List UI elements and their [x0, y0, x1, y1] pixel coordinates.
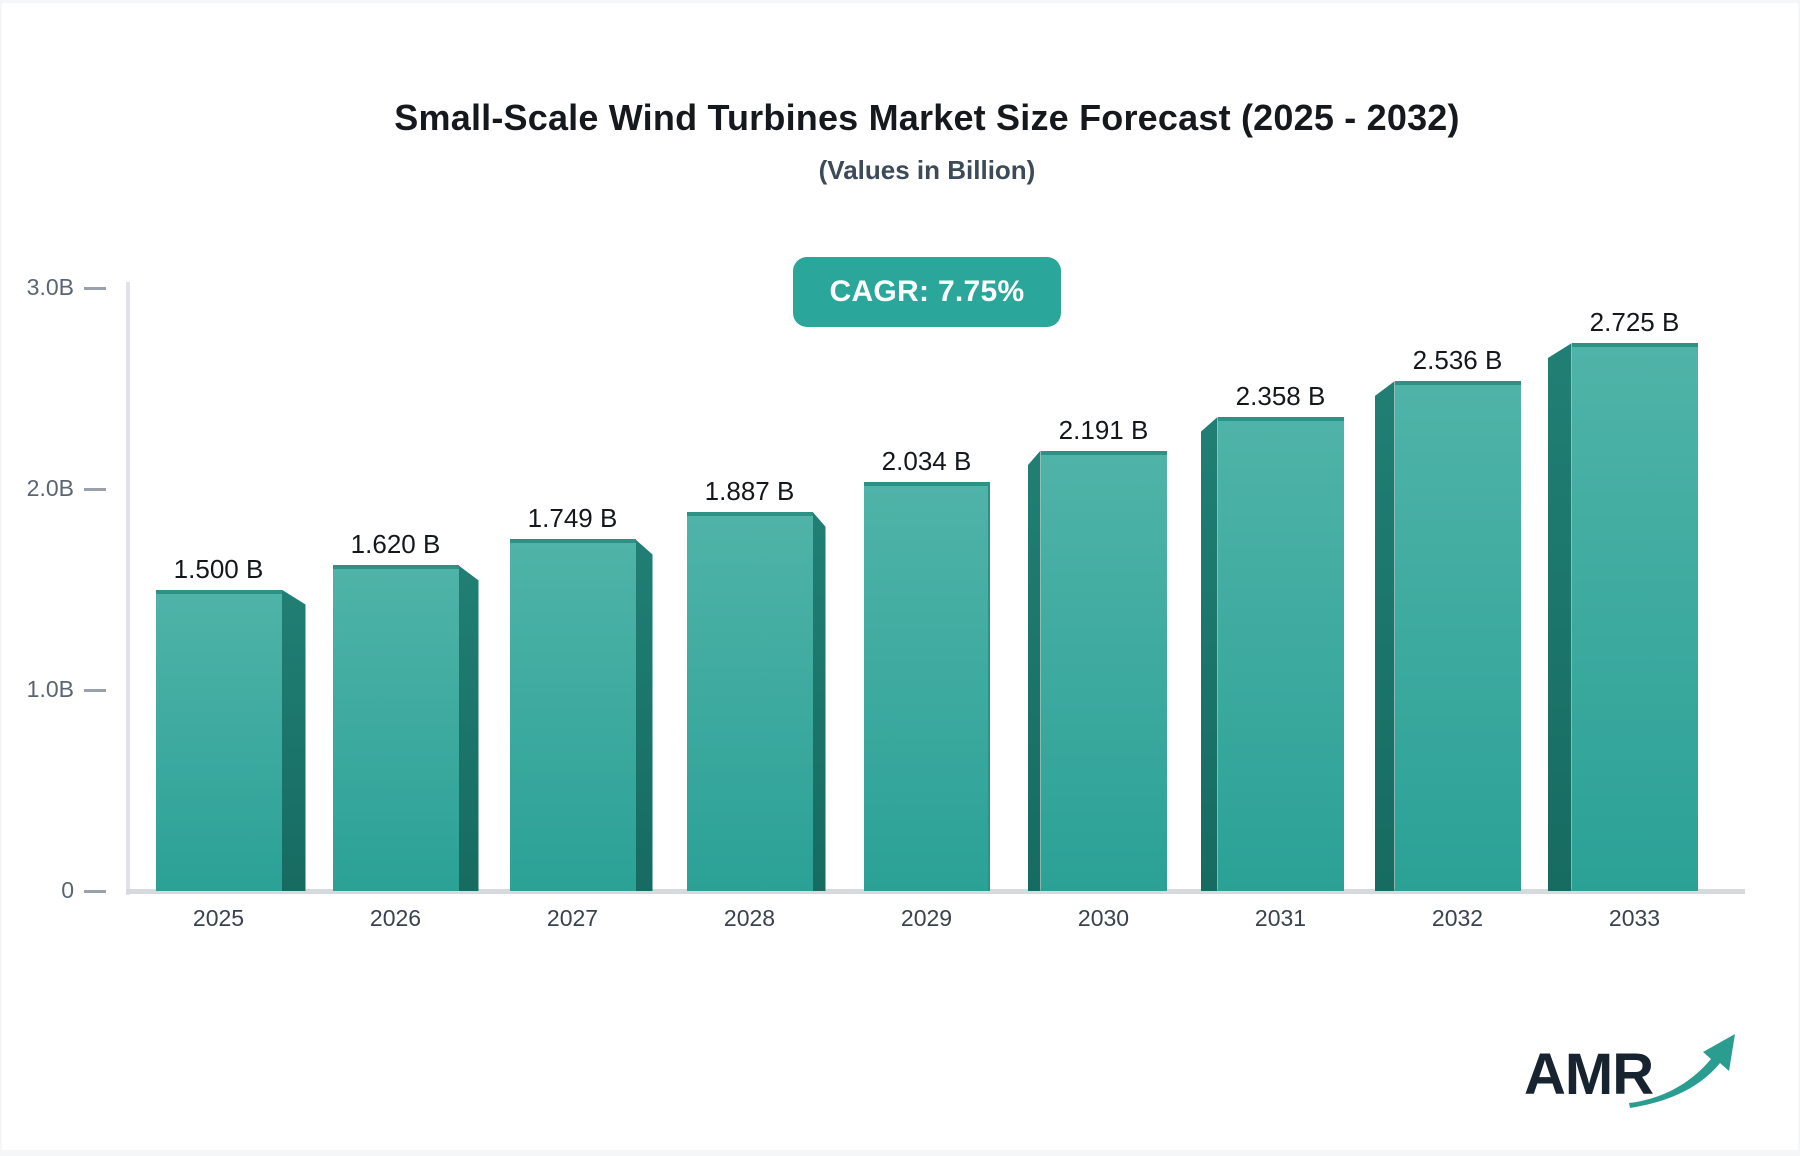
chart-subtitle: (Values in Billion): [818, 155, 1036, 185]
bar-2025: [155, 589, 282, 891]
x-tick-label: 2029: [900, 905, 953, 931]
bar-2028: [686, 511, 813, 891]
y-tick-label: 1.0B: [26, 676, 74, 702]
bar-2033: [1571, 343, 1698, 891]
y-tick-label: 0: [61, 877, 74, 903]
x-tick-label: 2033: [1608, 905, 1661, 931]
y-tick-dash: [84, 287, 106, 290]
x-axis-line: [126, 889, 1745, 894]
bar-value-label: 2.536 B: [1412, 345, 1503, 376]
cagr-badge: CAGR: 7.75%: [793, 257, 1061, 327]
chart-card: Small-Scale Wind Turbines Market Size Fo…: [2, 3, 1798, 1150]
x-tick-label: 2030: [1077, 905, 1130, 931]
bar-side-face: [1374, 381, 1395, 891]
bar-2032: [1394, 381, 1521, 891]
x-tick-label: 2028: [723, 905, 776, 931]
bar-2029: [863, 482, 990, 891]
bar-value-label: 2.725 B: [1589, 307, 1680, 338]
bar-value-label: 2.034 B: [881, 446, 972, 477]
bar-side-face: [458, 565, 479, 891]
bar-2026: [332, 565, 459, 891]
bar-side-face: [1200, 417, 1218, 891]
x-tick-label: 2026: [369, 905, 422, 931]
bar-side-face: [1547, 343, 1572, 891]
amr-logo-text: AMR: [1524, 1041, 1654, 1107]
y-tick-dash: [84, 890, 106, 893]
bar-2031: [1217, 417, 1344, 891]
y-tick-dash: [84, 689, 106, 692]
bar-side-face: [281, 589, 306, 891]
bar-value-label: 1.620 B: [350, 529, 441, 560]
x-tick-label: 2027: [546, 905, 599, 931]
bar-value-label: 1.749 B: [527, 503, 618, 534]
y-axis-line: [126, 282, 130, 895]
y-tick-label: 3.0B: [26, 274, 74, 300]
bar-side-face: [1027, 450, 1041, 891]
bar-2027: [509, 539, 636, 891]
cagr-badge-label: CAGR: 7.75%: [829, 275, 1025, 308]
bar-2030: [1040, 450, 1167, 891]
bar-value-label: 2.358 B: [1235, 381, 1326, 412]
x-tick-label: 2025: [192, 905, 245, 931]
bar-value-label: 1.887 B: [704, 475, 795, 506]
bar-side-face: [812, 511, 826, 891]
y-tick-label: 2.0B: [26, 475, 74, 501]
bar-value-label: 2.191 B: [1058, 414, 1149, 445]
x-tick-label: 2032: [1431, 905, 1484, 931]
bar-value-label: 1.500 B: [173, 553, 264, 584]
y-tick-dash: [84, 488, 106, 491]
bar-side-face: [635, 539, 653, 891]
growth-arrow-icon: [1629, 1034, 1736, 1108]
amr-logo: AMR: [1524, 1033, 1739, 1115]
x-tick-label: 2031: [1254, 905, 1307, 931]
plot-area: 0 1.0B 2.0B 3.0B 1.500 B 2025 1.620 B 2026 1.749…: [27, 274, 1745, 931]
chart-title: Small-Scale Wind Turbines Market Size Fo…: [394, 97, 1460, 138]
